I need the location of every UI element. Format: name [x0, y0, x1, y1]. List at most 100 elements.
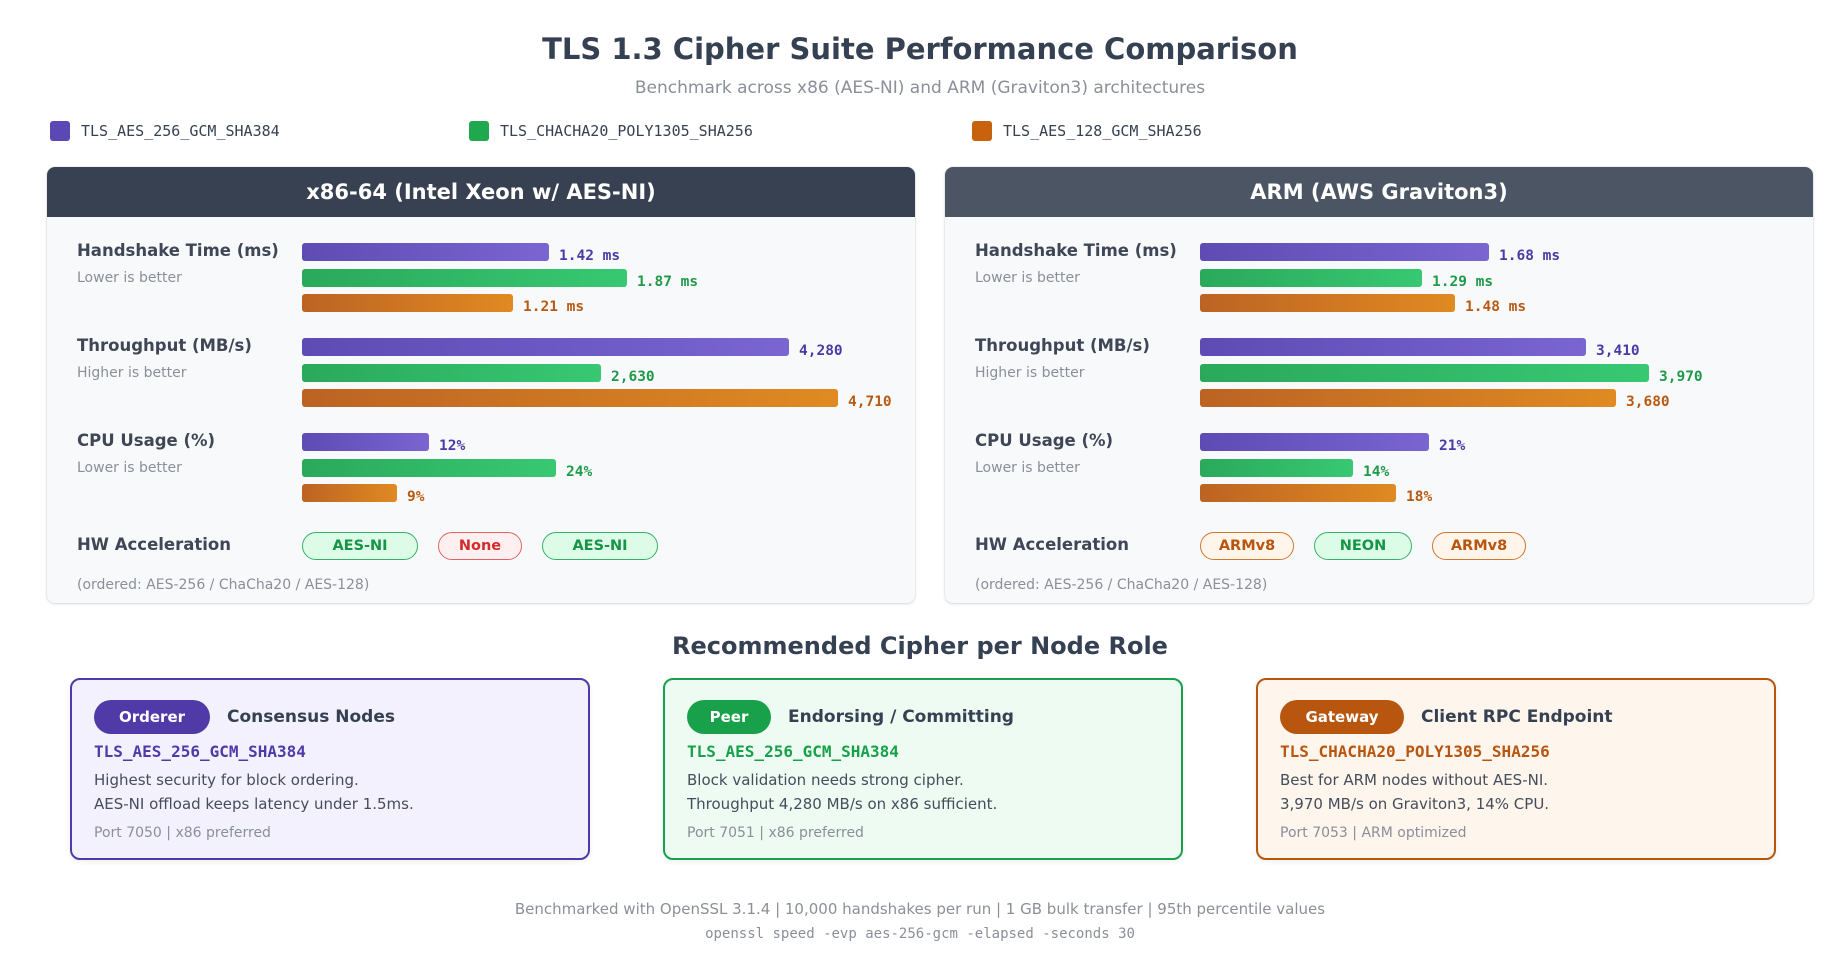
hw-acceleration-label: HW Acceleration: [975, 535, 1130, 554]
hw-badges: AES-NI None AES-NI: [302, 532, 658, 560]
role-badge: Peer: [687, 700, 771, 734]
bar: [302, 458, 556, 477]
bar-row: 1.48 ms: [1200, 294, 1527, 315]
bar: [302, 389, 838, 407]
bar: [1200, 338, 1586, 356]
legend-label: TLS_AES_256_GCM_SHA384: [81, 122, 280, 140]
bar-value-label: 4,280: [799, 343, 843, 359]
bar-value-label: 9%: [407, 489, 425, 505]
rationale-line: Throughput 4,280 MB/s on x86 sufficient.: [687, 795, 998, 813]
legend-swatch-icon: [469, 121, 489, 141]
metric-label-group: Throughput (MB/s) Higher is better: [975, 336, 1150, 381]
legend-label: TLS_CHACHA20_POLY1305_SHA256: [500, 122, 753, 140]
legend-item: TLS_AES_256_GCM_SHA384: [50, 121, 280, 141]
hw-badge: ARMv8: [1432, 532, 1526, 560]
bar: [1200, 268, 1422, 287]
card-header: Peer Endorsing / Committing: [687, 700, 1014, 734]
metric-name: Throughput (MB/s): [975, 336, 1150, 355]
bar: [1200, 243, 1489, 261]
panel-note: (ordered: AES-256 / ChaCha20 / AES-128): [77, 577, 370, 593]
port-meta: Port 7051 | x86 preferred: [687, 825, 864, 841]
bar: [1200, 363, 1649, 382]
metric-label-group: CPU Usage (%) Lower is better: [975, 431, 1113, 476]
metric-name: CPU Usage (%): [77, 431, 216, 450]
bar-value-label: 3,410: [1596, 343, 1640, 359]
bar-row: 3,410: [1200, 338, 1640, 359]
metric-label-group: Throughput (MB/s) Higher is better: [77, 336, 252, 381]
bar-value-label: 3,970: [1659, 368, 1703, 385]
recommended-cipher: TLS_AES_256_GCM_SHA384: [687, 742, 899, 761]
role-badge: Orderer: [94, 700, 210, 734]
metric-name: Handshake Time (ms): [77, 241, 279, 260]
hw-badges: ARMv8 NEON ARMv8: [1200, 532, 1526, 560]
page-title: TLS 1.3 Cipher Suite Performance Compari…: [542, 32, 1298, 66]
bar: [302, 363, 601, 382]
footer-command: openssl speed -evp aes-256-gcm -elapsed …: [705, 926, 1135, 942]
bar-value-label: 1.87 ms: [637, 273, 699, 290]
bar-value-label: 1.48 ms: [1465, 299, 1527, 315]
bar-row: 14%: [1200, 458, 1390, 480]
metric-hint: Higher is better: [77, 365, 187, 381]
page-subtitle: Benchmark across x86 (AES-NI) and ARM (G…: [634, 78, 1206, 98]
recommendation-card-gateway: Gateway Client RPC Endpoint TLS_CHACHA20_P…: [1256, 678, 1776, 860]
bar-row: 1.68 ms: [1200, 243, 1560, 264]
bar-row: 12%: [302, 433, 466, 454]
metric-name: Throughput (MB/s): [77, 336, 252, 355]
hw-badge: ARMv8: [1200, 532, 1294, 560]
bar-row: 3,970: [1200, 363, 1703, 385]
bar-value-label: 1.29 ms: [1432, 273, 1494, 290]
bar-row: 4,710: [302, 389, 892, 410]
bar-value-label: 1.42 ms: [559, 248, 621, 264]
hw-badge: AES-NI: [302, 532, 418, 560]
recommended-cipher: TLS_AES_256_GCM_SHA384: [94, 742, 306, 761]
metric-name: CPU Usage (%): [975, 431, 1114, 450]
bar-row: 2,630: [302, 363, 655, 385]
arm-panel: ARM (AWS Graviton3) Handshake Time (ms) Lo…: [945, 167, 1813, 603]
bar: [302, 268, 627, 287]
legend-swatch-icon: [50, 121, 70, 141]
bar-row: 1.42 ms: [302, 243, 621, 264]
recommended-cipher: TLS_CHACHA20_POLY1305_SHA256: [1280, 742, 1550, 761]
panel-header: x86-64 (Intel Xeon w/ AES-NI): [47, 167, 915, 217]
bar-value-label: 4,710: [848, 394, 892, 410]
bar-value-label: 18%: [1406, 489, 1433, 505]
panel-note: (ordered: AES-256 / ChaCha20 / AES-128): [975, 577, 1268, 593]
recommendation-card-orderer: Orderer Consensus Nodes TLS_AES_256_GCM_SH…: [70, 678, 590, 860]
port-meta: Port 7050 | x86 preferred: [94, 825, 271, 841]
role-badge: Gateway: [1280, 700, 1404, 734]
hw-badge: AES-NI: [542, 532, 658, 560]
metric-hint: Lower is better: [975, 270, 1080, 286]
bar-row: 4,280: [302, 338, 843, 359]
bar: [302, 433, 429, 451]
bar-row: 1.29 ms: [1200, 268, 1494, 290]
hw-acceleration-label: HW Acceleration: [77, 535, 232, 554]
metric-label-group: Handshake Time (ms) Lower is better: [77, 241, 279, 286]
x86-panel: x86-64 (Intel Xeon w/ AES-NI) Handshake T…: [47, 167, 915, 603]
recommendation-card-peer: Peer Endorsing / Committing TLS_AES_256_GC…: [663, 678, 1183, 860]
legend-label: TLS_AES_128_GCM_SHA256: [1003, 122, 1202, 140]
bar: [302, 243, 549, 261]
bar-value-label: 14%: [1363, 463, 1390, 480]
bar: [1200, 389, 1616, 407]
bar-value-label: 21%: [1439, 438, 1466, 454]
bar-row: 9%: [302, 484, 425, 505]
bar: [1200, 294, 1455, 312]
bar: [302, 294, 513, 312]
bar: [1200, 458, 1353, 477]
bar-value-label: 3,680: [1626, 394, 1670, 410]
hw-badge: None: [438, 532, 522, 560]
rationale-line: 3,970 MB/s on Graviton3, 14% CPU.: [1280, 795, 1550, 813]
bar: [302, 338, 789, 356]
rationale-line: AES-NI offload keeps latency under 1.5ms…: [94, 795, 414, 813]
bar-row: 24%: [302, 458, 592, 480]
role-description: Client RPC Endpoint: [1421, 707, 1613, 727]
role-description: Consensus Nodes: [227, 707, 395, 727]
bar-row: 21%: [1200, 433, 1466, 454]
legend-item: TLS_AES_128_GCM_SHA256: [972, 121, 1202, 141]
rationale-line: Highest security for block ordering.: [94, 771, 359, 789]
bar-value-label: 1.21 ms: [523, 299, 585, 315]
legend-item: TLS_CHACHA20_POLY1305_SHA256: [469, 121, 753, 141]
bar-value-label: 12%: [439, 438, 466, 454]
bar-row: 1.87 ms: [302, 268, 699, 290]
recommendations-title: Recommended Cipher per Node Role: [672, 632, 1168, 660]
